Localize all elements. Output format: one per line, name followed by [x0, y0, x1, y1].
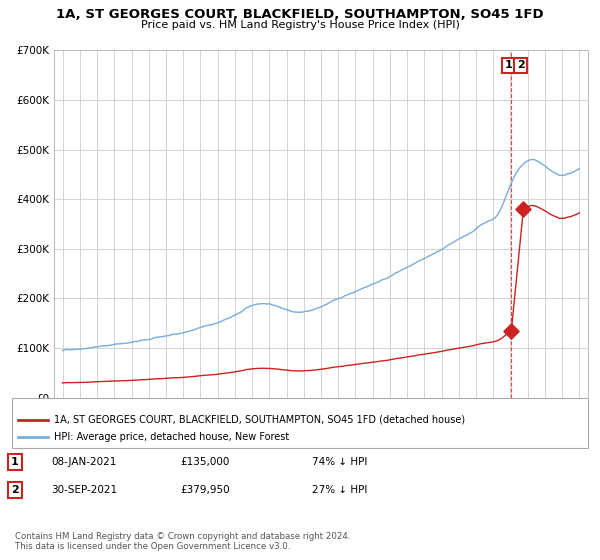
Text: 1A, ST GEORGES COURT, BLACKFIELD, SOUTHAMPTON, SO45 1FD: 1A, ST GEORGES COURT, BLACKFIELD, SOUTHA…: [56, 8, 544, 21]
Text: Price paid vs. HM Land Registry's House Price Index (HPI): Price paid vs. HM Land Registry's House …: [140, 20, 460, 30]
Text: £135,000: £135,000: [180, 457, 229, 467]
Text: 2: 2: [517, 60, 524, 71]
Point: [506, 326, 516, 335]
Text: Contains HM Land Registry data © Crown copyright and database right 2024.
This d: Contains HM Land Registry data © Crown c…: [15, 532, 350, 552]
Text: 1: 1: [11, 457, 19, 467]
Text: 08-JAN-2021: 08-JAN-2021: [51, 457, 116, 467]
Text: £379,950: £379,950: [180, 485, 230, 495]
Text: 2: 2: [11, 485, 19, 495]
Text: 27% ↓ HPI: 27% ↓ HPI: [312, 485, 367, 495]
Text: 1: 1: [505, 60, 512, 71]
Text: 30-SEP-2021: 30-SEP-2021: [51, 485, 117, 495]
Text: 74% ↓ HPI: 74% ↓ HPI: [312, 457, 367, 467]
Point: [518, 204, 528, 213]
Text: HPI: Average price, detached house, New Forest: HPI: Average price, detached house, New …: [54, 432, 289, 442]
Text: 1A, ST GEORGES COURT, BLACKFIELD, SOUTHAMPTON, SO45 1FD (detached house): 1A, ST GEORGES COURT, BLACKFIELD, SOUTHA…: [54, 415, 465, 425]
